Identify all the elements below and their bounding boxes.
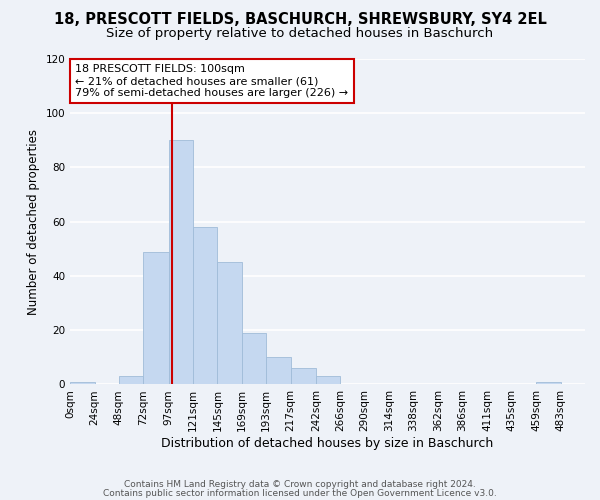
- Bar: [217, 262, 242, 384]
- Bar: [193, 227, 217, 384]
- Text: Contains HM Land Registry data © Crown copyright and database right 2024.: Contains HM Land Registry data © Crown c…: [124, 480, 476, 489]
- Bar: [266, 358, 290, 384]
- Text: Contains public sector information licensed under the Open Government Licence v3: Contains public sector information licen…: [103, 488, 497, 498]
- Bar: [536, 382, 560, 384]
- Bar: [119, 376, 143, 384]
- Bar: [242, 333, 266, 384]
- Text: Size of property relative to detached houses in Baschurch: Size of property relative to detached ho…: [106, 28, 494, 40]
- Bar: [316, 376, 340, 384]
- Text: 18, PRESCOTT FIELDS, BASCHURCH, SHREWSBURY, SY4 2EL: 18, PRESCOTT FIELDS, BASCHURCH, SHREWSBU…: [53, 12, 547, 28]
- Bar: [143, 252, 169, 384]
- Bar: [290, 368, 316, 384]
- Text: 18 PRESCOTT FIELDS: 100sqm
← 21% of detached houses are smaller (61)
79% of semi: 18 PRESCOTT FIELDS: 100sqm ← 21% of deta…: [75, 64, 349, 98]
- Bar: [169, 140, 193, 384]
- Bar: [70, 382, 95, 384]
- X-axis label: Distribution of detached houses by size in Baschurch: Distribution of detached houses by size …: [161, 437, 494, 450]
- Y-axis label: Number of detached properties: Number of detached properties: [27, 128, 40, 314]
